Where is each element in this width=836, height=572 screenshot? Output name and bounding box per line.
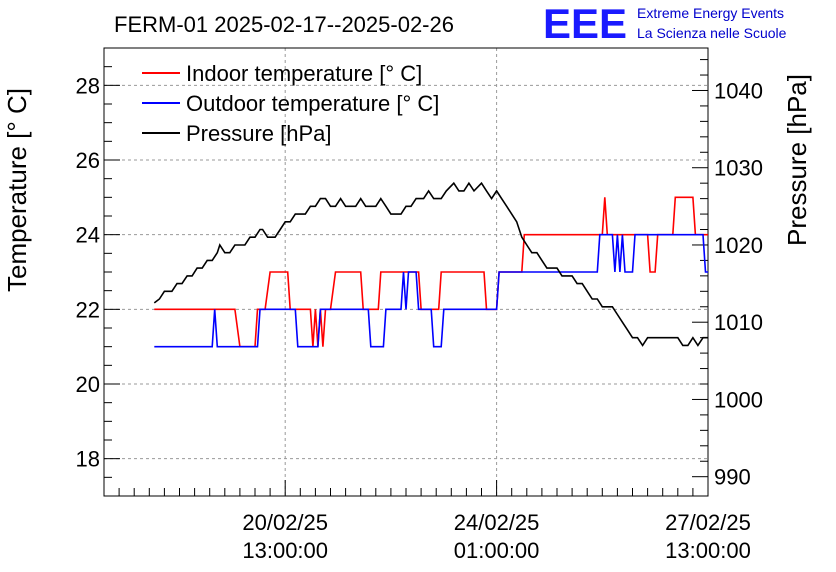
- y2-tick-label: 990: [714, 465, 751, 490]
- x-tick-label-date: 24/02/25: [454, 510, 540, 535]
- left-axis: 18 20 22 24 26 28: [76, 47, 120, 497]
- y-tick-label: 20: [76, 372, 100, 397]
- eee-logo-line1: Extreme Energy Events: [637, 5, 784, 21]
- chart-title: FERM-01 2025-02-17--2025-02-26: [114, 12, 454, 37]
- legend: Indoor temperature [° C] Outdoor temperat…: [142, 61, 439, 146]
- y2-tick-label: 1030: [714, 156, 763, 181]
- y-tick-label: 18: [76, 447, 100, 472]
- y2-tick-label: 1010: [714, 310, 763, 335]
- legend-label-0: Indoor temperature [° C]: [186, 61, 422, 86]
- y-tick-label: 26: [76, 148, 100, 173]
- x-axis: 20/02/25 13:00:00 24/02/25 01:00:00 27/02/25…: [118, 480, 751, 563]
- right-axis: 990 1000 1010 1020 1030 1040: [692, 59, 763, 490]
- legend-label-1: Outdoor temperature [° C]: [186, 91, 439, 116]
- y-axis-label: Temperature [° C]: [2, 88, 32, 292]
- y-tick-label: 22: [76, 297, 100, 322]
- eee-logo-mark: EEE: [543, 0, 627, 47]
- y2-tick-label: 1000: [714, 387, 763, 412]
- series-line-2: [153, 181, 708, 347]
- x-tick-label-date: 27/02/25: [665, 510, 751, 535]
- y2-tick-label: 1040: [714, 78, 763, 103]
- series-line-1: [154, 233, 708, 348]
- y2-tick-label: 1020: [714, 233, 763, 258]
- y-tick-label: 28: [76, 73, 100, 98]
- x-tick-label-time: 13:00:00: [665, 538, 751, 563]
- x-tick-label-time: 01:00:00: [454, 538, 540, 563]
- eee-logo: EEE Extreme Energy Events La Scienza nel…: [543, 0, 787, 47]
- y-tick-label: 24: [76, 223, 100, 248]
- eee-logo-line2: La Scienza nelle Scuole: [637, 25, 787, 41]
- x-tick-label-time: 13:00:00: [242, 538, 328, 563]
- y2-axis-label: Pressure [hPa]: [782, 74, 812, 246]
- x-tick-label-date: 20/02/25: [242, 510, 328, 535]
- legend-label-2: Pressure [hPa]: [186, 121, 332, 146]
- series-line-0: [154, 196, 708, 348]
- series-layer: [153, 181, 708, 348]
